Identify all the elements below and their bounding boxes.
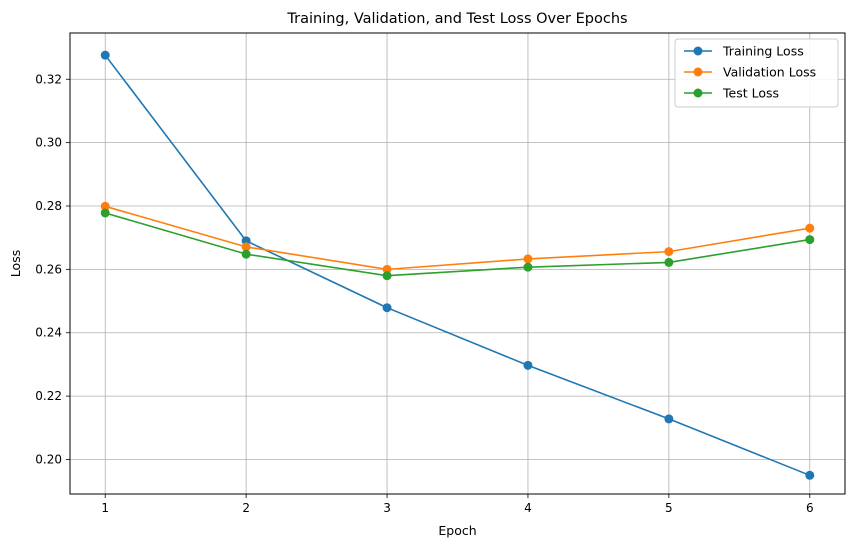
series-line (104, 54, 811, 477)
data-point (382, 264, 392, 274)
plot-area-frame (69, 32, 846, 495)
data-point (382, 303, 392, 313)
x-tick-label: 1 (101, 501, 109, 515)
y-tick-label: 0.28 (35, 199, 62, 213)
series-layer (100, 50, 815, 480)
data-point (523, 262, 533, 272)
x-tick-label: 5 (665, 501, 673, 515)
legend-label: Validation Loss (723, 65, 816, 80)
series-test-loss (100, 208, 815, 281)
legend-marker (693, 46, 703, 56)
legend-marker (693, 67, 703, 77)
y-axis: 0.20 0.22 0.24 0.26 0.28 0.30 0.32 (35, 72, 70, 466)
x-axis: 1 2 3 4 5 6 (101, 494, 814, 515)
y-tick-label: 0.32 (35, 72, 62, 86)
data-point (100, 50, 110, 60)
data-point (241, 249, 251, 259)
y-tick-label: 0.26 (35, 262, 62, 276)
x-tick-label: 3 (383, 501, 391, 515)
data-point (664, 257, 674, 267)
legend-marker (693, 88, 703, 98)
legend-item: Test Loss (684, 86, 779, 101)
x-tick-label: 2 (242, 501, 250, 515)
data-point (805, 223, 815, 233)
data-point (805, 470, 815, 480)
data-point (382, 271, 392, 281)
data-point (805, 235, 815, 245)
x-tick-label: 4 (524, 501, 532, 515)
series-line (105, 205, 810, 271)
legend-label: Test Loss (722, 86, 779, 101)
legend-box (674, 38, 839, 108)
data-point (100, 208, 110, 218)
data-point (241, 242, 251, 252)
y-axis-label: Loss (8, 250, 23, 277)
y-tick-label: 0.24 (35, 326, 62, 340)
y-tick-label: 0.30 (35, 136, 62, 150)
y-tick-label: 0.22 (35, 389, 62, 403)
data-point (664, 247, 674, 257)
series-training-loss (100, 50, 815, 480)
x-tick-label: 6 (806, 501, 814, 515)
legend-item: Training Loss (684, 44, 804, 59)
legend-item: Validation Loss (684, 65, 816, 80)
data-point (664, 414, 674, 424)
legend-label: Training Loss (722, 44, 804, 59)
data-point (523, 360, 533, 370)
data-point (523, 254, 533, 264)
chart-title: Training, Validation, and Test Loss Over… (286, 11, 627, 27)
legend: Training Loss Validation Loss Test Loss (674, 38, 839, 108)
data-point (100, 201, 110, 211)
series-validation-loss (100, 201, 815, 274)
x-axis-label: Epoch (438, 523, 476, 538)
y-tick-label: 0.20 (35, 452, 62, 466)
series-line (105, 212, 810, 277)
